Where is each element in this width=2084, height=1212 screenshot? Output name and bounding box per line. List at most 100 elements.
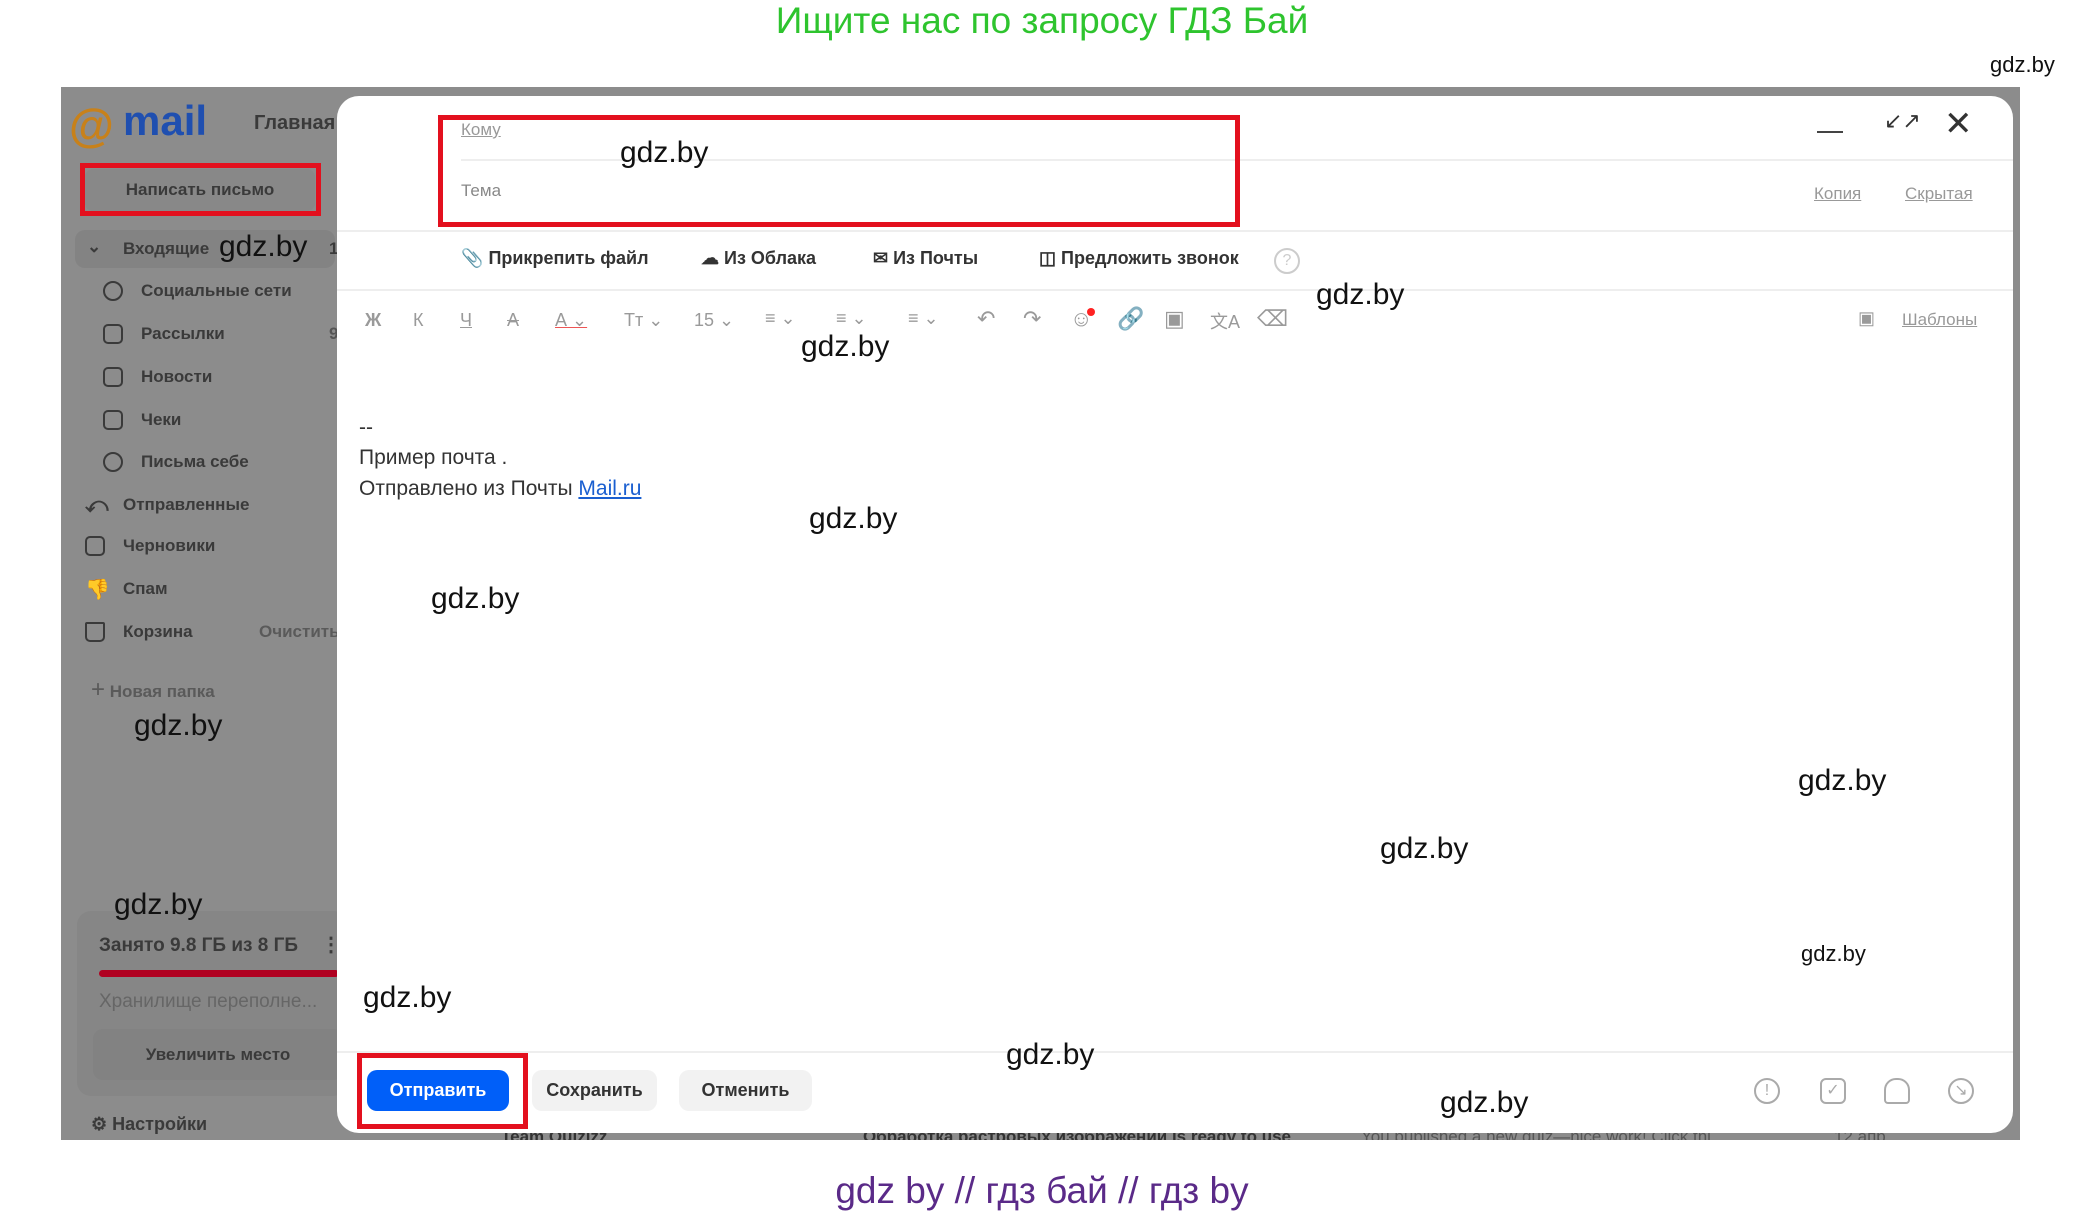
compose-dialog: Кому Тема Копия Скрытая ↙↗ ✕ 📎 Прикрепит… — [337, 96, 2013, 1133]
watermark: gdz.by — [431, 582, 520, 615]
increase-storage-button[interactable]: Увеличить место — [93, 1029, 343, 1080]
templates-link[interactable]: Шаблоны — [1902, 310, 1978, 329]
label: Спам — [123, 579, 168, 598]
chevron-down-icon[interactable]: ⌄ — [87, 237, 102, 256]
logo[interactable]: mail — [123, 97, 208, 144]
watermark: gdz.by — [1380, 832, 1469, 865]
watermark: gdz.by — [219, 230, 308, 263]
templates-icon[interactable]: ▣ — [1858, 308, 1876, 328]
compose-button[interactable]: Написать письмо — [85, 169, 315, 211]
align-button[interactable]: ≡ ⌄ — [765, 308, 796, 328]
nav-home[interactable]: Главная — [254, 112, 336, 134]
highlight-send — [357, 1053, 528, 1129]
watermark: gdz.by — [1990, 52, 2055, 77]
watermark: gdz.by — [1801, 941, 1866, 966]
gear-icon: ⚙ — [91, 1114, 108, 1134]
footer-banner: gdz by // гдз бай // гдз by — [835, 1170, 1249, 1211]
people-icon — [103, 281, 123, 301]
storage-bar — [99, 970, 339, 977]
save-button[interactable]: Сохранить — [532, 1070, 657, 1111]
bcc-link[interactable]: Скрытая — [1905, 184, 1973, 203]
label: Предложить звонок — [1061, 248, 1239, 268]
receipt-check-icon[interactable]: ✓ — [1820, 1078, 1846, 1104]
font-size-select[interactable]: 15 ⌄ — [694, 310, 735, 330]
bell-icon[interactable] — [1884, 1078, 1910, 1104]
label: Новости — [141, 367, 213, 386]
label: Отправленные — [123, 495, 250, 514]
storage-warning: Хранилище переполне... — [99, 991, 318, 1012]
label: Социальные сети — [141, 281, 292, 300]
translate-icon[interactable]: 文A — [1210, 312, 1241, 332]
inbox-label: Входящие — [123, 239, 210, 258]
send-button[interactable]: Отправить — [367, 1070, 509, 1111]
promo-banner: Ищите нас по запросу ГДЗ Бай — [775, 0, 1309, 41]
undo-icon[interactable]: ↶ — [977, 306, 996, 331]
inbox-count: 1 — [329, 239, 339, 258]
cc-link[interactable]: Копия — [1814, 184, 1862, 203]
watermark: gdz.by — [1798, 764, 1887, 797]
collapse-icon[interactable]: ↙↗ — [1884, 108, 1921, 133]
settings-link[interactable]: ⚙ Настройки — [91, 1114, 207, 1135]
highlight-recipient-subject — [438, 115, 1240, 227]
from-mail-button[interactable]: ✉ Из Почты — [873, 248, 978, 269]
underline-button[interactable]: Ч — [460, 310, 472, 330]
important-icon[interactable]: ! — [1754, 1078, 1780, 1104]
divider — [337, 289, 2013, 291]
watermark: gdz.by — [801, 330, 890, 363]
text-color-button[interactable]: А ⌄ — [555, 310, 588, 330]
highlight-compose — [80, 163, 321, 216]
paperclip-icon: 📎 — [461, 248, 484, 268]
new-folder-button[interactable]: + Новая папка — [91, 676, 215, 704]
numbered-list-button[interactable]: ≡ ⌄ — [908, 308, 939, 328]
envelope-icon: ✉ — [873, 248, 889, 268]
more-vertical-icon[interactable]: ⋮ — [321, 934, 341, 956]
mailru-link[interactable]: Mail.ru — [578, 477, 642, 500]
sidebar-item-inbox[interactable] — [75, 230, 335, 268]
label: Тт — [624, 310, 644, 330]
news-icon — [103, 367, 123, 387]
strikethrough-button[interactable]: А — [507, 310, 520, 330]
watermark: gdz.by — [620, 136, 709, 169]
label: А — [555, 310, 568, 330]
link-icon[interactable]: 🔗 — [1117, 306, 1145, 331]
cancel-button[interactable]: Отменить — [679, 1070, 812, 1111]
text-style-button[interactable]: Тт ⌄ — [624, 310, 664, 330]
attach-file-button[interactable]: 📎 Прикрепить файл — [461, 248, 649, 269]
eraser-icon[interactable]: ⌫ — [1257, 306, 1289, 331]
watermark: gdz.by — [1440, 1086, 1529, 1119]
empty-trash-link[interactable]: Очистить — [259, 622, 340, 641]
label: Из Облака — [724, 248, 817, 268]
clock-icon[interactable]: ↘ — [1948, 1078, 1974, 1104]
subject-label[interactable]: Тема — [461, 181, 502, 200]
label: Настройки — [112, 1114, 208, 1134]
indent-button[interactable]: ≡ ⌄ — [836, 308, 867, 328]
divider — [337, 230, 2013, 232]
label: 15 — [694, 310, 715, 330]
notification-dot — [1087, 308, 1095, 316]
propose-call-button[interactable]: ◫ Предложить звонок — [1039, 248, 1239, 269]
bold-button[interactable]: Ж — [365, 310, 382, 330]
italic-button[interactable]: К — [413, 310, 424, 330]
watermark: gdz.by — [1006, 1038, 1095, 1071]
label: Отправлено из Почты — [359, 477, 579, 500]
to-label[interactable]: Кому — [461, 120, 501, 139]
watermark: gdz.by — [809, 502, 898, 535]
watermark: gdz.by — [114, 888, 203, 921]
count: 9 — [329, 324, 339, 343]
signature-sent-from: Отправлено из Почты Mail.ru — [359, 477, 641, 501]
signature-line: Пример почта . — [359, 446, 508, 469]
help-icon[interactable]: ? — [1274, 248, 1300, 274]
from-cloud-button[interactable]: ☁ Из Облака — [701, 248, 816, 269]
label: Корзина — [123, 622, 193, 641]
close-icon[interactable]: ✕ — [1944, 105, 1973, 143]
image-icon[interactable]: ▣ — [1164, 306, 1185, 331]
download-icon — [103, 452, 123, 472]
plus-icon: + — [91, 676, 106, 703]
drafts-icon — [85, 536, 105, 556]
minimize-icon[interactable] — [1817, 131, 1843, 133]
watermark: gdz.by — [134, 709, 223, 742]
watermark: gdz.by — [363, 981, 452, 1014]
redo-icon[interactable]: ↷ — [1023, 306, 1042, 331]
emoji-icon[interactable]: ☺ — [1070, 306, 1093, 331]
label: Рассылки — [141, 324, 225, 343]
